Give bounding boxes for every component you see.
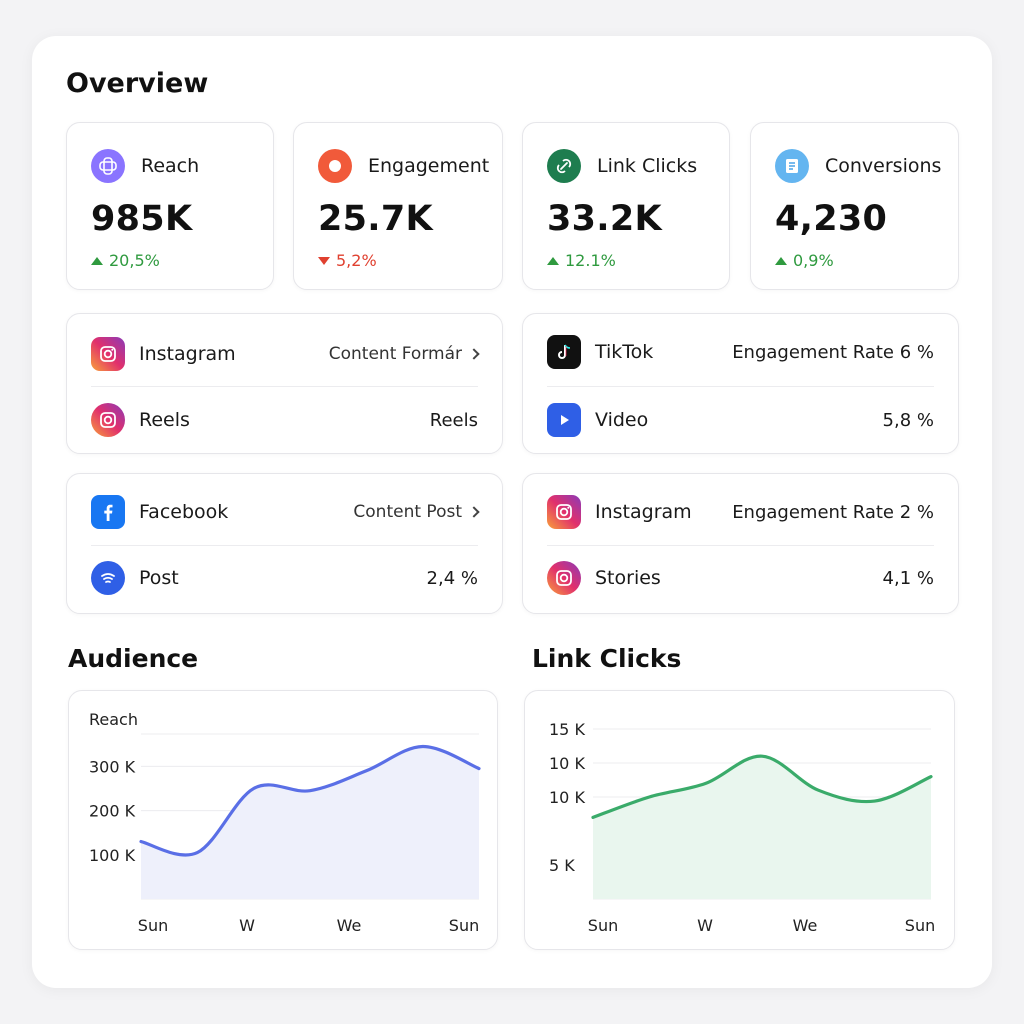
facebook-icon (91, 495, 125, 529)
x-tick-label: W (697, 916, 713, 935)
divider (547, 386, 934, 387)
kpi-delta: 12.1% (547, 251, 616, 270)
series-area (141, 746, 479, 899)
platform-name: Facebook (139, 501, 229, 523)
content-format-label: Content Formár (328, 344, 462, 364)
engagement-rate: Engagement Rate 2 % (732, 501, 934, 523)
divider (547, 545, 934, 546)
x-tick-label: Sun (138, 916, 168, 935)
link-clicks-icon (547, 149, 581, 183)
kpi-label: Conversions (825, 155, 942, 177)
platform-card-instagram-reels[interactable]: Instagram Content Formár Reels Reels (66, 313, 503, 454)
content-post-link[interactable]: Content Post (353, 502, 480, 522)
instagram-icon (547, 561, 581, 595)
x-tick-label: We (793, 916, 818, 935)
x-tick-label: Sun (588, 916, 618, 935)
up-arrow-icon (547, 256, 559, 265)
y-tick-label: 15 K (549, 720, 585, 739)
kpi-delta: 20,5% (91, 251, 160, 270)
y-tick-label: 200 K (89, 802, 136, 821)
kpi-value: 4,230 (775, 199, 888, 239)
divider (91, 386, 478, 387)
platform-card-instagram-stories[interactable]: Instagram Engagement Rate 2 % Stories 4,… (522, 473, 959, 614)
audience-chart: Reach 300 K 200 K 100 K Sun W We Sun (89, 710, 481, 935)
kpi-delta-value: 20,5% (109, 251, 160, 270)
y-axis-label: Reach (89, 710, 138, 729)
y-tick-label: 10 K (549, 788, 585, 807)
content-type-value: 5,8 % (882, 409, 934, 431)
overview-title: Overview (66, 68, 209, 99)
content-post-label: Content Post (353, 502, 462, 522)
instagram-icon (91, 337, 125, 371)
kpi-value: 33.2K (547, 199, 662, 239)
kpi-delta: 0,9% (775, 251, 834, 270)
kpi-label: Reach (141, 155, 200, 177)
kpi-card-engagement[interactable]: Engagement 25.7K 5,2% (293, 122, 503, 290)
chevron-right-icon (468, 506, 480, 518)
platform-name: Instagram (595, 501, 692, 523)
x-tick-label: W (239, 916, 255, 935)
content-type-label: Stories (595, 567, 661, 589)
chevron-right-icon (468, 348, 480, 360)
series-area (593, 756, 931, 899)
y-tick-label: 5 K (549, 856, 575, 875)
kpi-card-reach[interactable]: Reach 985K 20,5% (66, 122, 274, 290)
up-arrow-icon (91, 256, 103, 265)
content-type-value: Reels (429, 409, 478, 431)
y-tick-label: 10 K (549, 754, 585, 773)
tiktok-icon (547, 335, 581, 369)
kpi-delta-value: 5,2% (336, 251, 377, 270)
down-arrow-icon (318, 256, 330, 265)
conversions-icon (775, 149, 809, 183)
kpi-card-link-clicks[interactable]: Link Clicks 33.2K 12.1% (522, 122, 730, 290)
platform-card-facebook-post[interactable]: Facebook Content Post Post 2,4 % (66, 473, 503, 614)
content-type-label: Video (595, 409, 649, 431)
kpi-label: Engagement (368, 155, 490, 177)
kpi-value: 25.7K (318, 199, 433, 239)
up-arrow-icon (775, 256, 787, 265)
x-tick-label: Sun (905, 916, 935, 935)
platform-card-tiktok-video[interactable]: TikTok Engagement Rate 6 % Video 5,8 % (522, 313, 959, 454)
link-clicks-title: Link Clicks (532, 644, 682, 673)
content-type-value: 4,1 % (882, 567, 934, 589)
kpi-delta-value: 0,9% (793, 251, 834, 270)
audience-chart-card: Reach 300 K 200 K 100 K Sun W We Sun (68, 690, 498, 950)
divider (91, 545, 478, 546)
y-tick-label: 300 K (89, 757, 136, 776)
content-type-label: Reels (139, 409, 190, 431)
instagram-icon (547, 495, 581, 529)
link-clicks-chart-card: 15 K 10 K 10 K 5 K Sun W We Sun (524, 690, 955, 950)
kpi-label: Link Clicks (597, 155, 698, 177)
reach-icon (91, 149, 125, 183)
content-type-value: 2,4 % (426, 567, 478, 589)
y-tick-label: 100 K (89, 846, 136, 865)
content-format-link[interactable]: Content Formár (328, 344, 480, 364)
engagement-rate: Engagement Rate 6 % (732, 341, 934, 363)
platform-name: TikTok (595, 341, 654, 363)
engagement-icon (318, 149, 352, 183)
audience-title: Audience (68, 644, 199, 673)
wifi-icon (91, 561, 125, 595)
content-type-label: Post (139, 567, 179, 589)
instagram-icon (91, 403, 125, 437)
kpi-delta: 5,2% (318, 251, 377, 270)
video-play-icon (547, 403, 581, 437)
x-tick-label: Sun (449, 916, 479, 935)
kpi-value: 985K (91, 199, 193, 239)
x-tick-label: We (337, 916, 362, 935)
kpi-delta-value: 12.1% (565, 251, 616, 270)
kpi-card-conversions[interactable]: Conversions 4,230 0,9% (750, 122, 959, 290)
platform-name: Instagram (139, 343, 236, 365)
link-clicks-chart: 15 K 10 K 10 K 5 K Sun W We Sun (549, 720, 935, 935)
